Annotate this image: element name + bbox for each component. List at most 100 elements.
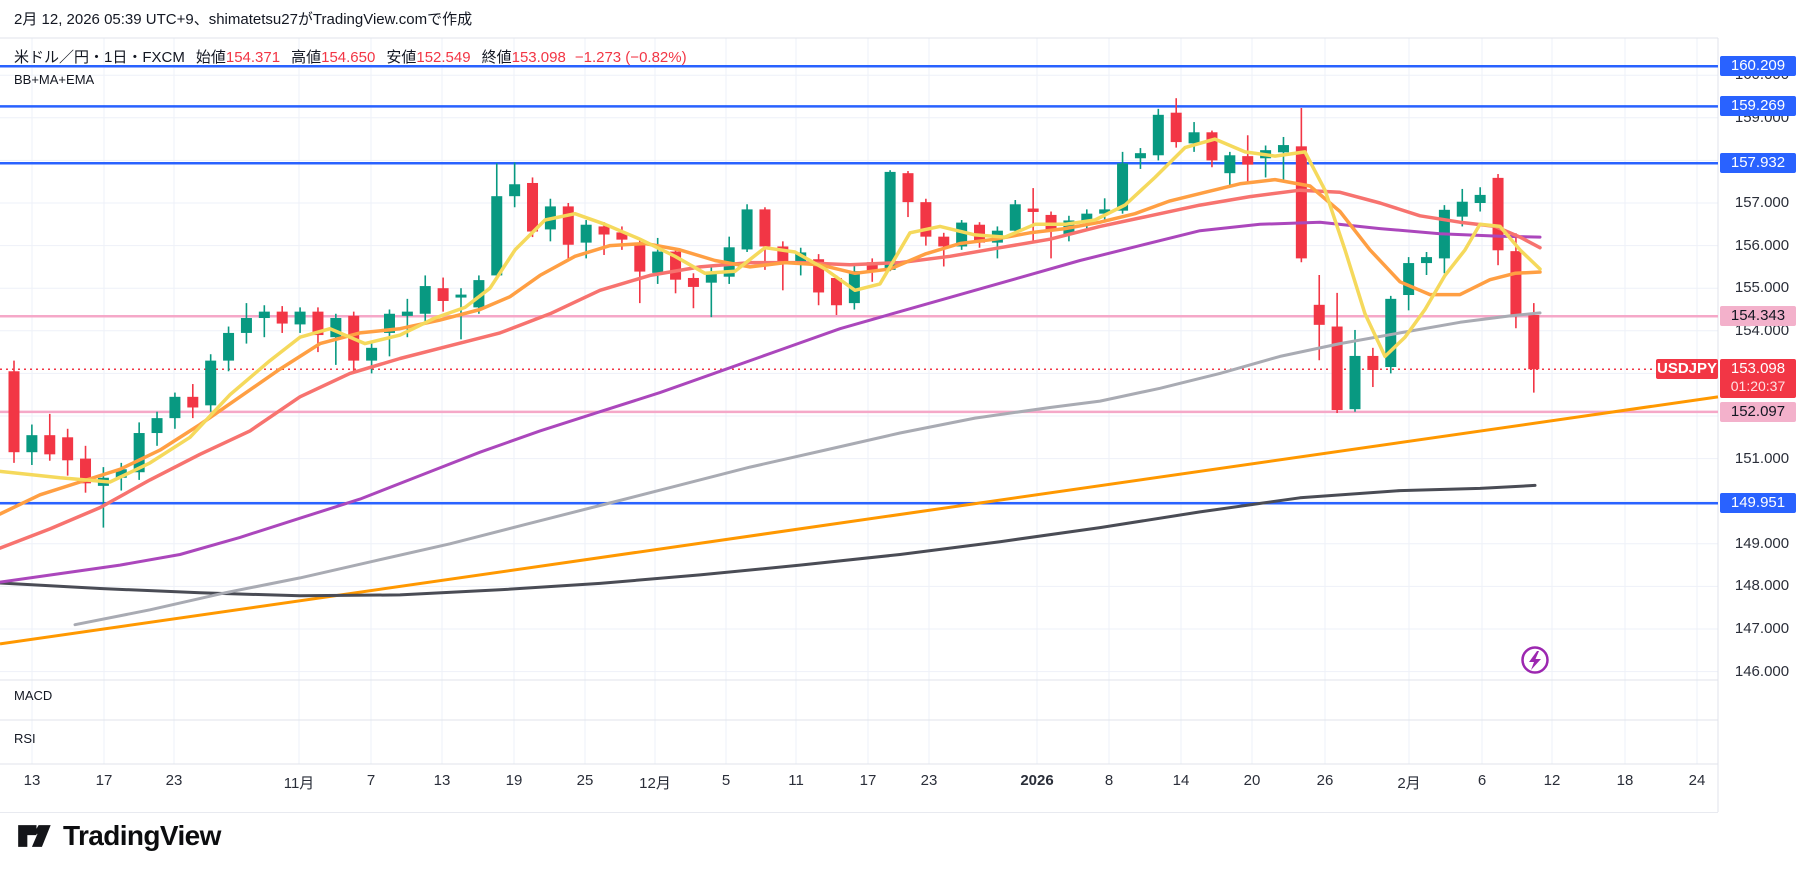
candle-body <box>634 242 646 272</box>
candle-body <box>294 311 306 325</box>
candle-body <box>115 469 127 478</box>
time-axis-label: 17 <box>95 772 113 789</box>
candle-body <box>670 251 682 280</box>
candle-body <box>455 294 467 298</box>
time-axis-label: 19 <box>505 772 523 789</box>
time-axis-label: 6 <box>1477 772 1487 789</box>
time-axis-label: 23 <box>920 772 938 789</box>
ema-yellow <box>0 137 1542 484</box>
time-axis-label: 11月 <box>283 775 315 792</box>
candle-body <box>1403 263 1415 296</box>
candle-body <box>580 224 592 243</box>
candle-body <box>1152 114 1164 156</box>
time-axis-label: 5 <box>721 772 731 789</box>
trendline[interactable] <box>0 395 1719 646</box>
time-axis-label: 25 <box>576 772 594 789</box>
price-level-badge: 154.343 <box>1720 306 1796 327</box>
candle-body <box>741 209 753 250</box>
candle-body <box>866 262 878 272</box>
price-axis[interactable]: 160.000159.000157.000156.000155.000154.0… <box>1718 0 1814 812</box>
candle-body <box>312 311 324 336</box>
candle-body <box>1277 145 1289 153</box>
candle-body <box>1367 355 1379 370</box>
rsi-pane-label: RSI <box>14 731 36 746</box>
candle-body <box>276 311 288 324</box>
candle-body <box>1349 355 1361 410</box>
indicator-label: BB+MA+EMA <box>14 72 95 87</box>
time-axis-label: 2026 <box>1020 772 1054 789</box>
time-axis-label: 26 <box>1316 772 1334 789</box>
time-axis-label: 2月 <box>1397 775 1421 792</box>
price-level-badge: 159.269 <box>1720 96 1796 117</box>
tradingview-logo[interactable]: TradingView <box>14 816 221 856</box>
candle-body <box>1009 204 1021 231</box>
price-level-badge: 157.932 <box>1720 153 1796 174</box>
candle-body <box>366 347 378 361</box>
attribution-text: 2月 12, 2026 05:39 UTC+9、shimatetsu27がTra… <box>14 11 473 28</box>
current-price-badge: 153.098 01:20:37 <box>1720 359 1796 399</box>
ohlc-field: 安値152.549 <box>386 49 471 66</box>
candle-body <box>509 184 521 197</box>
candle-body <box>62 437 74 461</box>
candle-body <box>848 271 860 304</box>
candle-body <box>527 182 539 232</box>
candle-body <box>1456 201 1468 217</box>
candle-body <box>44 435 56 455</box>
ma-dark-gray <box>0 483 1537 598</box>
price-axis-label: 148.000 <box>1734 577 1790 595</box>
candle-body <box>562 206 574 245</box>
candle-body <box>902 173 914 203</box>
symbol-price-tag: USDJPY <box>1656 359 1718 379</box>
candle-body <box>1510 251 1522 316</box>
time-axis-label: 12月 <box>639 775 671 792</box>
candle-body <box>1224 155 1236 174</box>
candle-body <box>1528 314 1540 370</box>
time-axis-label: 23 <box>165 772 183 789</box>
candle-body <box>938 236 950 247</box>
lightning-bolt-glyph <box>1529 651 1541 670</box>
change-value: −1.273 (−0.82%) <box>574 49 687 66</box>
candle-body <box>383 313 395 333</box>
candle-body <box>1331 326 1343 411</box>
candle-body <box>759 209 771 247</box>
candle-body <box>795 252 807 265</box>
time-axis-label: 18 <box>1616 772 1634 789</box>
tradingview-logo-icon <box>18 825 51 847</box>
candle-body <box>1385 298 1397 368</box>
candle-body <box>240 318 252 333</box>
price-axis-label: 147.000 <box>1734 620 1790 637</box>
candle-body <box>884 171 896 270</box>
time-axis-label: 12 <box>1543 772 1561 789</box>
candle-body <box>1134 153 1146 159</box>
candle-body <box>1421 257 1433 264</box>
candle-body <box>169 396 181 419</box>
price-level-badge: 149.951 <box>1720 493 1796 514</box>
symbol-info-bar: 米ドル／円・1日・FXCM 始値154.371 高値154.650 安値152.549… <box>14 46 687 67</box>
macd-pane-label: MACD <box>14 688 53 703</box>
candle-body <box>830 277 842 306</box>
candle-body <box>80 458 92 484</box>
candle-body <box>491 196 503 276</box>
time-axis-label: 20 <box>1243 772 1261 789</box>
candle-body <box>1081 213 1093 221</box>
time-axis[interactable]: 13 17 23 11月 7 13 19 25 12月 5 11 17 23 2026 8 14 20 26 2月 6… <box>0 764 1718 813</box>
price-level-badge: 152.097 <box>1720 401 1796 422</box>
candle-body <box>1474 194 1486 203</box>
time-axis-label: 24 <box>1688 772 1706 789</box>
ohlc-field: 高値154.650 <box>291 49 376 66</box>
candle-body <box>777 246 789 263</box>
candle-body <box>1027 208 1039 212</box>
candle-body <box>187 396 199 408</box>
candle-body <box>8 371 20 453</box>
candle-body <box>598 226 610 235</box>
candle-body <box>401 311 413 316</box>
price-axis-label: 151.000 <box>1734 449 1790 467</box>
time-axis-label: 14 <box>1172 772 1190 789</box>
price-axis-label: 146.000 <box>1734 662 1790 680</box>
candle-body <box>705 271 717 283</box>
ohlc-values: 始値154.371 高値154.650 安値152.549 終値153.098 <box>185 49 566 66</box>
tradingview-logo-text: TradingView <box>63 820 221 851</box>
time-axis-label: 7 <box>366 772 376 789</box>
